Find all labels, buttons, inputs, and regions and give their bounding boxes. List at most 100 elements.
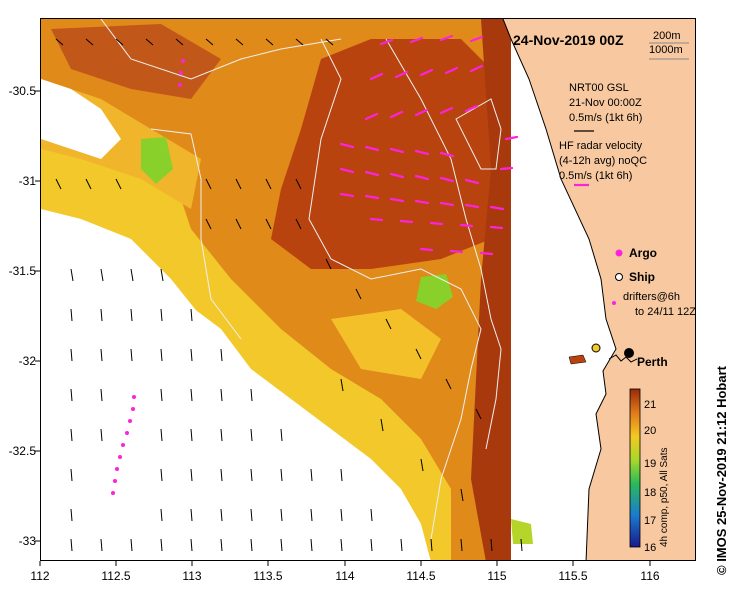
- model-arrow: [190, 308, 193, 322]
- colorbar-tick: 21: [644, 399, 656, 411]
- radar-arrow: [414, 174, 430, 181]
- model-arrow: [70, 508, 73, 522]
- model-arrow: [250, 508, 253, 522]
- model-arrow: [205, 178, 212, 190]
- sst-cold-patch-1: [416, 274, 453, 309]
- y-axis-ticks: -30.5 -31 -31.5 -32 -32.5 -33: [9, 84, 37, 548]
- radar-arrow: [364, 112, 379, 121]
- vector-notes: NRT00 GSL 21-Nov 00:00Z 0.5m/s (1kt 6h) …: [559, 82, 647, 187]
- radar-arrow: [489, 205, 505, 211]
- model-arrow: [445, 378, 452, 390]
- colorbar-label: 4h comp, p50, All Sats: [659, 447, 670, 547]
- model-arrow: [280, 468, 283, 482]
- model-arrow: [340, 378, 344, 392]
- model-arrow: [250, 388, 253, 402]
- model-arrow: [370, 538, 373, 552]
- rottnest-island: [568, 354, 587, 365]
- colorbar-tick: 16: [644, 542, 656, 554]
- model-arrow: [220, 538, 223, 552]
- model-arrow: [190, 468, 193, 482]
- model-arrow: [460, 488, 464, 502]
- drifter-position: [132, 395, 136, 399]
- model-arrow: [265, 38, 274, 46]
- isobath-west-2: [150, 128, 242, 340]
- bathymetry-contours: [100, 19, 502, 540]
- model-arrow: [190, 538, 193, 552]
- y-tick: -32: [19, 354, 37, 368]
- radar-arrow: [379, 38, 394, 46]
- radar-arrow: [369, 72, 384, 81]
- coastline: [502, 19, 617, 560]
- model-arrow: [205, 38, 214, 46]
- platform-legend: Argo Ship drifters@6h to 24/11 12Z: [612, 246, 696, 318]
- drifter-position: [111, 491, 115, 495]
- radar-arrow: [389, 147, 405, 154]
- model-arrow: [355, 288, 362, 300]
- model-arrow: [100, 348, 103, 362]
- model-arrow: [295, 178, 302, 190]
- ship-marker: [591, 343, 601, 353]
- radar-note-line1: HF radar velocity: [559, 140, 643, 152]
- colorbar-tick: 20: [644, 425, 656, 437]
- drifter-position: [121, 443, 125, 447]
- model-arrow: [420, 458, 424, 472]
- model-arrow: [265, 178, 272, 190]
- perth-marker: [624, 348, 634, 358]
- radar-arrow: [439, 106, 454, 115]
- x-axis-ticks: 112 112.5 113 113.5 114 114.5 115 115.5 …: [30, 569, 659, 583]
- radar-arrow: [394, 70, 409, 79]
- isobath-box: [455, 98, 502, 170]
- sst-warm-core: [271, 39, 511, 269]
- perth-coast-detail: [608, 354, 638, 363]
- model-arrow: [70, 268, 74, 282]
- drifters-label-line2: to 24/11 12Z: [635, 306, 696, 318]
- model-arrow: [130, 308, 133, 322]
- model-arrow: [115, 38, 124, 46]
- model-arrow: [250, 538, 253, 552]
- y-tick: -31.5: [9, 264, 37, 278]
- cloud-gap: [41, 219, 431, 560]
- model-current-vectors: [55, 38, 523, 552]
- model-arrow: [220, 468, 223, 482]
- map-title: 24-Nov-2019 00Z: [513, 32, 624, 48]
- model-arrow: [70, 428, 73, 442]
- model-arrow: [190, 508, 193, 522]
- drifter-position: [115, 467, 119, 471]
- model-arrow: [340, 538, 343, 552]
- model-arrow: [85, 178, 92, 190]
- radar-arrow: [439, 34, 454, 42]
- radar-arrow: [339, 142, 355, 149]
- model-arrow: [220, 428, 223, 442]
- x-tick: 114.5: [406, 569, 435, 583]
- isobath-1000m: [308, 38, 482, 540]
- model-arrow: [280, 428, 283, 442]
- isobath-west: [100, 19, 342, 80]
- model-arrow: [460, 538, 463, 552]
- model-arrow: [280, 508, 283, 522]
- model-note-scale: 0.5m/s (1kt 6h): [569, 112, 642, 124]
- radar-arrow: [414, 108, 429, 117]
- model-arrow: [130, 348, 133, 362]
- radar-arrow: [419, 247, 434, 252]
- radar-arrow: [464, 203, 480, 209]
- radar-arrow: [364, 170, 380, 177]
- model-arrow: [100, 538, 103, 552]
- colorbar-tick: 17: [644, 515, 656, 527]
- drifter-position: [131, 407, 135, 411]
- sst-warm-nw: [51, 24, 221, 99]
- radar-arrow: [414, 199, 430, 205]
- model-arrow: [475, 408, 482, 420]
- sst-cold-patch-2: [141, 137, 173, 184]
- argo-symbol: [615, 249, 623, 257]
- drifter-track: [111, 59, 185, 495]
- model-note-line1: NRT00 GSL: [569, 82, 629, 94]
- radar-arrow: [439, 176, 455, 183]
- bathy-legend-1000m: 1000m: [649, 44, 683, 56]
- credit-line: © IMOS 25-Nov-2019 21:12 Hobart: [714, 366, 729, 575]
- model-arrow: [175, 38, 184, 46]
- model-arrow: [160, 468, 163, 482]
- x-tick: 115.5: [558, 569, 587, 583]
- model-arrow: [190, 348, 193, 362]
- model-arrow: [190, 388, 193, 402]
